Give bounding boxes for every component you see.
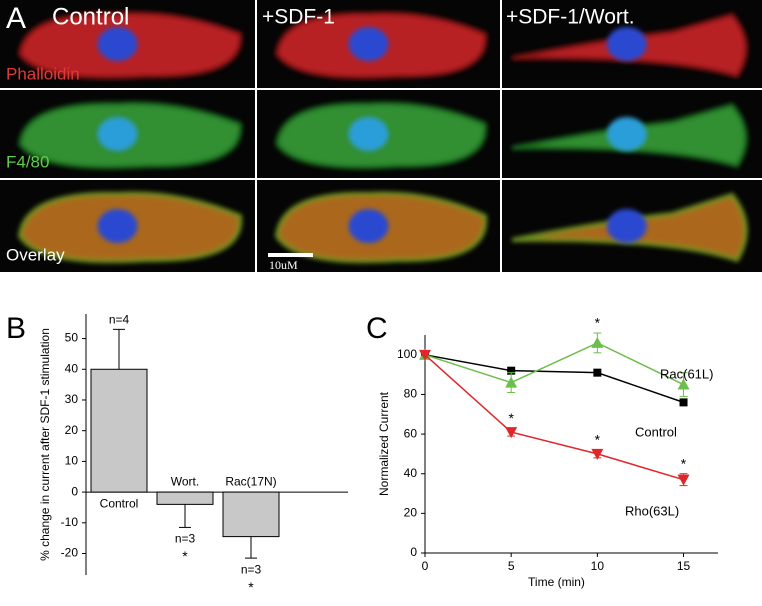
category-label: Control (100, 496, 139, 510)
marker (593, 368, 602, 377)
marker (591, 336, 604, 348)
significance-label: * (182, 548, 188, 564)
series-label: Control (635, 424, 677, 439)
series-line (424, 354, 684, 404)
nucleus (97, 27, 138, 61)
y-tick-label: 50 (65, 331, 79, 345)
row-label: F4/80 (6, 152, 49, 171)
y-tick-label: 80 (404, 387, 418, 401)
nucleus (348, 27, 389, 61)
marker (505, 427, 518, 439)
row-label: Overlay (6, 245, 65, 264)
panel-letter: A (6, 2, 26, 35)
nucleus (348, 117, 389, 151)
bar (156, 491, 214, 505)
marker (677, 474, 690, 486)
scale-bar-label: 10uM (269, 258, 298, 272)
y-tick-label: 10 (65, 454, 79, 468)
series-line (424, 342, 684, 386)
y-tick-label: 20 (404, 506, 418, 520)
y-tick-label: 100 (397, 347, 417, 361)
x-tick-label: 15 (677, 559, 691, 573)
marker (591, 448, 604, 460)
y-tick-label: 30 (65, 392, 79, 406)
y-tick-label: 20 (65, 423, 79, 437)
y-tick-label: -20 (61, 546, 79, 560)
bar (90, 368, 148, 493)
series-label: Rho(63L) (625, 503, 679, 518)
panel-letter: B (6, 312, 26, 345)
significance-label: * (595, 432, 601, 448)
category-label: Wort. (171, 474, 199, 488)
significance-label: * (681, 455, 687, 471)
series-label: Rac(61L) (660, 366, 713, 381)
nucleus (606, 209, 647, 243)
nucleus (606, 117, 647, 151)
micrograph-panel (0, 0, 762, 272)
column-label: Control (52, 3, 129, 30)
panel-letter: C (366, 312, 388, 345)
nucleus (97, 117, 138, 151)
scale-bar (268, 253, 313, 257)
marker (505, 376, 518, 388)
marker (507, 366, 516, 375)
n-label: n=3 (175, 532, 196, 546)
series-line (424, 354, 684, 481)
n-label: n=3 (241, 562, 262, 576)
column-label: +SDF-1/Wort. (506, 6, 635, 29)
significance-label: * (595, 315, 601, 331)
marker (419, 349, 431, 361)
y-axis-title: % change in current after SDF-1 stimulat… (38, 328, 52, 561)
nucleus (606, 27, 647, 61)
y-tick-label: 40 (65, 361, 79, 375)
significance-label: * (248, 579, 254, 595)
nucleus (97, 209, 138, 243)
n-label: n=4 (109, 313, 130, 327)
x-tick-label: 10 (591, 559, 605, 573)
y-axis-title: Normalized Current (377, 391, 391, 496)
y-tick-label: 40 (404, 466, 418, 480)
x-tick-label: 0 (422, 559, 429, 573)
marker (679, 398, 688, 407)
x-axis-title: Time (min) (528, 575, 585, 589)
column-label: +SDF-1 (262, 6, 335, 29)
bar (222, 491, 280, 538)
y-tick-label: -10 (61, 515, 79, 529)
significance-label: * (508, 410, 514, 426)
y-tick-label: 0 (71, 484, 78, 498)
y-tick-label: 0 (410, 545, 417, 559)
x-tick-label: 5 (508, 559, 515, 573)
marker (677, 378, 690, 390)
row-label: Phalloidin (6, 64, 80, 83)
y-tick-label: 60 (404, 426, 418, 440)
nucleus (348, 209, 389, 243)
category-label: Rac(17N) (225, 474, 276, 488)
